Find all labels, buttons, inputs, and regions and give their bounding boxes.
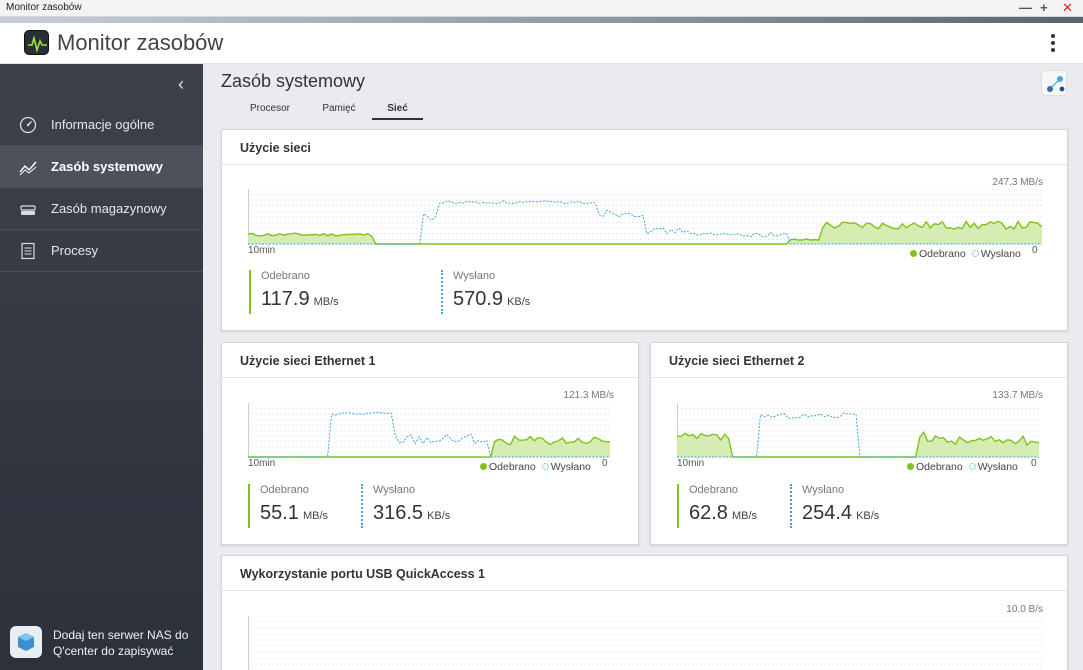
received-stat: Odebrano 55.1 MB/s — [248, 484, 348, 528]
tab-memory[interactable]: Pamięć — [322, 103, 356, 114]
close-icon[interactable]: ✕ — [1062, 0, 1073, 15]
usb-quickaccess-card: Wykorzystanie portu USB QuickAccess 1 10… — [221, 555, 1068, 670]
card-title: Wykorzystanie portu USB QuickAccess 1 — [240, 567, 485, 581]
received-area — [677, 432, 1039, 457]
sidebar-item-system-resource[interactable]: Zasób systemowy — [0, 146, 203, 188]
more-options-icon[interactable] — [1046, 32, 1060, 54]
sidebar-item-storage-resource[interactable]: Zasób magazynowy — [0, 188, 203, 230]
axis-start-label: 10min — [248, 245, 276, 256]
card-title: Użycie sieci — [240, 141, 311, 155]
qcenter-promo[interactable]: Dodaj ten serwer NAS do Q'center do zapi… — [10, 624, 200, 664]
app-header: Monitor zasobów — [0, 23, 1083, 64]
storage-icon — [20, 205, 36, 215]
received-line — [248, 220, 1042, 245]
maximize-icon[interactable]: + — [1040, 0, 1048, 15]
page-title: Zasób systemowy — [221, 71, 366, 91]
minimize-icon[interactable]: — — [1019, 0, 1032, 15]
sidebar-item-label: Informacje ogólne — [51, 117, 155, 132]
received-stat: Odebrano 62.8 MB/s — [677, 484, 777, 528]
chart-line-icon — [19, 161, 37, 176]
network-usage-chart — [248, 189, 1042, 245]
sidebar-item-overview[interactable]: Informacje ogólne — [0, 104, 203, 146]
sidebar-item-label: Zasób magazynowy — [51, 201, 167, 216]
chart-legend: Odebrano Wysłano — [907, 461, 1018, 473]
gauge-icon — [19, 116, 37, 134]
window-title: Monitor zasobów — [6, 2, 82, 13]
chart-legend: Odebrano Wysłano — [910, 248, 1021, 260]
card-title: Użycie sieci Ethernet 1 — [240, 354, 376, 368]
sent-stat: Wysłano 570.9 KB/s — [441, 270, 591, 314]
received-area — [248, 221, 1042, 244]
sidebar-item-label: Zasób systemowy — [51, 159, 163, 174]
sent-stat: Wysłano 316.5 KB/s — [361, 484, 481, 528]
app-title: Monitor zasobów — [57, 30, 224, 55]
ethernet2-usage-chart — [677, 403, 1039, 458]
chart-max-label: 247.3 MB/s — [992, 177, 1043, 188]
collapse-sidebar-icon[interactable]: ‹ — [178, 74, 184, 94]
axis-start-label: 10min — [677, 458, 705, 469]
chart-legend: Odebrano Wysłano — [480, 461, 591, 473]
tab-network[interactable]: Sieć — [372, 103, 423, 120]
chart-max-label: 133.7 MB/s — [992, 390, 1043, 401]
ethernet1-usage-chart — [248, 403, 610, 458]
sidebar-item-processes[interactable]: Procesy — [0, 230, 203, 272]
received-stat: Odebrano 117.9 MB/s — [249, 270, 399, 314]
axis-end-label: 0 — [1032, 245, 1038, 256]
qcenter-icon — [10, 626, 42, 658]
accent-bar — [0, 17, 1083, 23]
tab-cpu[interactable]: Procesor — [249, 103, 290, 114]
sidebar: ‹ Informacje ogólne Zasób systemowy Zasó… — [0, 64, 203, 670]
received-area — [248, 436, 610, 457]
network-usage-card: Użycie sieci 247.3 MB/s 10min 0 Odebrano… — [221, 129, 1068, 331]
axis-start-label: 10min — [248, 458, 276, 469]
chart-max-label: 121.3 MB/s — [563, 390, 614, 401]
resource-monitor-logo-icon — [24, 30, 49, 55]
sent-stat: Wysłano 254.4 KB/s — [790, 484, 910, 528]
chart-max-label: 10.0 B/s — [1006, 604, 1043, 615]
usb-usage-chart — [248, 616, 1042, 670]
ethernet2-usage-card: Użycie sieci Ethernet 2 133.7 MB/s 10min… — [650, 342, 1068, 545]
network-topology-icon[interactable] — [1041, 70, 1067, 96]
axis-end-label: 0 — [1031, 458, 1037, 469]
sent-line — [248, 200, 1042, 245]
sent-line — [677, 412, 1039, 458]
list-icon — [21, 242, 35, 260]
sidebar-item-label: Procesy — [51, 243, 98, 258]
qcenter-promo-text: Dodaj ten serwer NAS do Q'center do zapi… — [53, 628, 189, 658]
ethernet1-usage-card: Użycie sieci Ethernet 1 121.3 MB/s 10min… — [221, 342, 639, 545]
card-title: Użycie sieci Ethernet 2 — [669, 354, 805, 368]
window-titlebar: Monitor zasobów — + ✕ — [0, 0, 1083, 17]
axis-end-label: 0 — [602, 458, 608, 469]
sent-line — [248, 411, 610, 458]
